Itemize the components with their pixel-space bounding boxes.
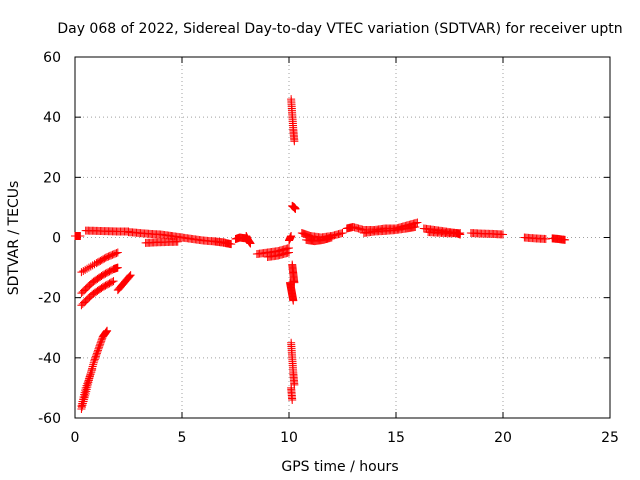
- x-tick-label: 20: [494, 430, 512, 446]
- data-point: [287, 231, 296, 240]
- y-tick-label: -20: [38, 291, 61, 307]
- data-point: [285, 248, 293, 257]
- data-point: [413, 218, 422, 227]
- data-point: [113, 263, 122, 272]
- data-point: [109, 277, 118, 286]
- y-tick-label: 0: [52, 231, 61, 247]
- x-tick-label: 10: [280, 430, 298, 446]
- data-point: [338, 228, 347, 237]
- data-point: [79, 266, 88, 275]
- data-point: [289, 296, 298, 305]
- data-point: [103, 326, 112, 335]
- x-axis-label: GPS time / hours: [281, 459, 398, 475]
- ticks-layer: 0 5 10 15 20 25 60 40 20 0 -20 -40 -60: [38, 50, 619, 446]
- data-point: [102, 327, 111, 336]
- data-point: [291, 204, 300, 213]
- x-tick-label: 0: [71, 430, 80, 446]
- data-point: [90, 260, 99, 269]
- data-point: [83, 264, 92, 273]
- data-point: [102, 328, 111, 337]
- data-point: [89, 360, 98, 369]
- data-point: [76, 231, 85, 240]
- y-tick-label: -40: [38, 351, 61, 367]
- data-point: [227, 240, 236, 249]
- y-tick-label: 20: [43, 170, 61, 186]
- data-point: [88, 365, 97, 374]
- data-point: [84, 263, 93, 272]
- data-point: [290, 137, 299, 146]
- y-tick-label: -60: [38, 411, 61, 427]
- data-points: [71, 95, 570, 413]
- data-point: [125, 272, 134, 281]
- data-point: [288, 395, 297, 404]
- data-point: [113, 248, 122, 257]
- data-point: [108, 277, 117, 286]
- data-point: [327, 233, 336, 242]
- data-point: [112, 249, 121, 258]
- data-point: [81, 265, 90, 274]
- x-tick-label: 5: [178, 430, 187, 446]
- y-tick-label: 40: [43, 110, 61, 126]
- y-tick-label: 60: [43, 50, 61, 66]
- y-axis-label: SDTVAR / TECUs: [6, 181, 22, 296]
- data-point: [77, 268, 86, 277]
- data-point: [411, 222, 420, 231]
- data-point: [89, 358, 98, 367]
- x-tick-label: 15: [387, 430, 405, 446]
- data-point: [86, 262, 95, 271]
- data-point: [541, 235, 550, 244]
- data-point: [499, 230, 507, 239]
- data-point: [246, 239, 255, 248]
- data-point: [456, 228, 465, 237]
- data-point: [88, 362, 97, 371]
- data-point: [561, 235, 570, 244]
- chart-title: Day 068 of 2022, Sidereal Day-to-day VTE…: [57, 21, 622, 37]
- x-tick-label: 25: [601, 430, 619, 446]
- data-point: [126, 271, 135, 280]
- data-point: [125, 272, 134, 281]
